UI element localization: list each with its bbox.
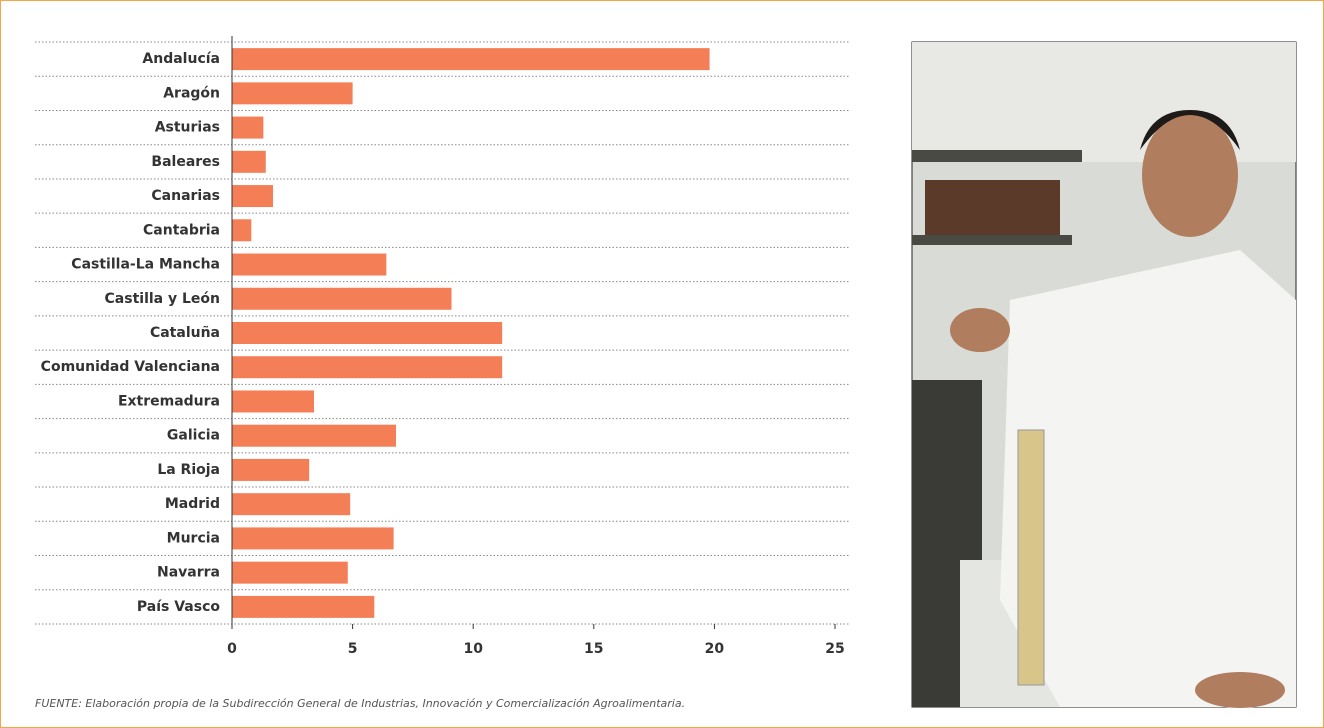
bar: [232, 48, 710, 71]
y-tick-label: Extremadura: [118, 393, 220, 409]
bar: [232, 150, 266, 173]
y-tick-label: La Rioja: [157, 462, 220, 478]
y-tick-label: Aragón: [163, 85, 220, 101]
bar: [232, 287, 452, 310]
bar: [232, 185, 274, 208]
y-tick-label: Murcia: [167, 530, 220, 546]
bar: [232, 458, 310, 481]
bar: [232, 82, 353, 105]
source-note: FUENTE: Elaboración propia de la Subdire…: [35, 697, 685, 710]
x-tick-label: 5: [348, 641, 358, 657]
y-tick-label: Castilla-La Mancha: [71, 257, 220, 273]
y-tick-label: Asturias: [155, 120, 220, 136]
bar: [232, 424, 397, 447]
y-tick-label: Madrid: [165, 496, 220, 512]
bar: [232, 595, 375, 618]
y-tick-label: País Vasco: [137, 599, 220, 615]
bar: [232, 390, 315, 413]
photo: [911, 41, 1297, 708]
y-tick-label: Andalucía: [142, 51, 220, 67]
y-tick-label: Castilla y León: [105, 291, 220, 307]
x-tick-label: 0: [227, 641, 237, 657]
x-tick-label: 20: [705, 641, 725, 657]
y-tick-label: Canarias: [151, 188, 220, 204]
bar: [232, 527, 394, 550]
x-tick-label: 10: [463, 641, 483, 657]
x-tick-label: 15: [584, 641, 603, 657]
y-tick-label: Cataluña: [150, 325, 220, 341]
y-tick-label: Galicia: [167, 428, 220, 444]
bar: [232, 356, 503, 379]
y-tick-label: Comunidad Valenciana: [41, 359, 220, 375]
bar: [232, 219, 252, 242]
bar: [232, 253, 387, 276]
y-tick-label: Baleares: [151, 154, 220, 170]
y-tick-label: Navarra: [157, 565, 220, 581]
bar: [232, 493, 351, 516]
bar: [232, 116, 264, 139]
bar: [232, 322, 503, 344]
y-tick-label: Cantabria: [143, 222, 220, 238]
bar: [232, 561, 348, 584]
x-tick-label: 25: [825, 641, 844, 657]
